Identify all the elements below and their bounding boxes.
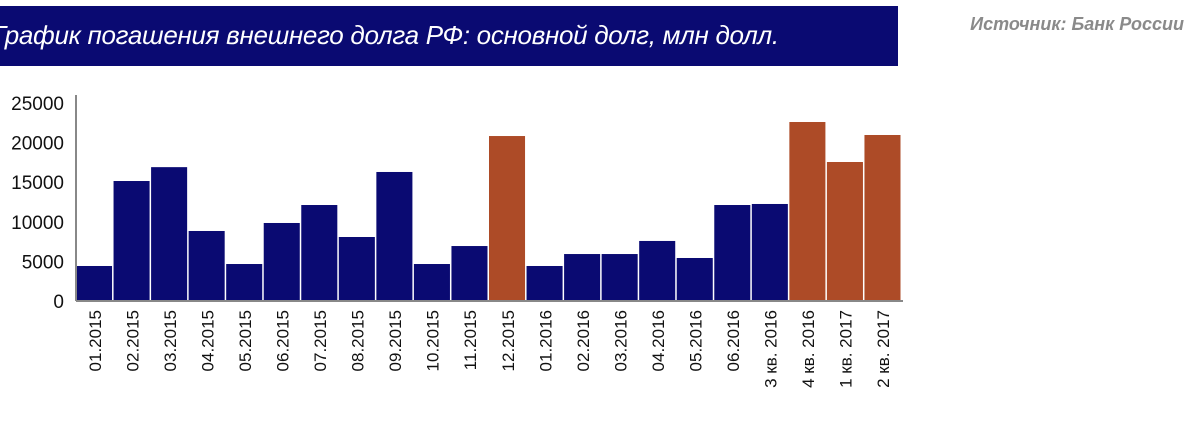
x-tick-label: 06.2015 [274,310,293,371]
bar [751,203,788,301]
x-tick-label: 04.2016 [649,310,668,371]
x-tick-label: 01.2015 [86,310,105,371]
bar [188,230,225,301]
bar [113,181,150,301]
x-tick-label: 11.2015 [461,310,480,370]
bar [338,237,375,301]
bar [151,167,188,301]
bar [714,205,751,301]
bar [789,122,826,302]
x-tick-label: 03.2016 [611,310,630,371]
bar [826,162,863,301]
bar [263,222,300,301]
bar [601,254,638,301]
bar [676,257,713,301]
x-tick-label: 10.2015 [424,310,443,371]
x-tick-label: 04.2015 [198,310,217,371]
x-tick-label: 3 кв. 2016 [762,310,781,388]
x-tick-label: 2 кв. 2017 [874,310,893,388]
x-tick-label: 08.2015 [349,310,368,371]
x-tick-label: 05.2016 [687,310,706,371]
chart-title: График погашения внешнего долга РФ: осно… [0,20,779,50]
x-tick-label: 06.2016 [724,310,743,371]
bar [864,134,901,301]
source-note: Источник: Банк России [970,14,1184,34]
bar [376,171,413,301]
x-tick-label: 1 кв. 2017 [837,310,856,388]
x-tick-label: 03.2015 [161,310,180,371]
y-tick-label: 10000 [11,213,64,234]
bar [226,264,263,301]
bar [451,246,488,301]
chart-title-bar: График погашения внешнего долга РФ: осно… [0,6,898,66]
x-tick-label: 12.2015 [499,310,518,371]
x-tick-label: 02.2016 [574,310,593,371]
bar [639,240,676,301]
bar [413,264,450,301]
x-tick-label: 07.2015 [311,310,330,371]
x-tick-label: 4 кв. 2016 [799,310,818,388]
bar [489,136,526,301]
bar [526,265,563,301]
x-tick-label: 02.2015 [123,310,142,371]
y-tick-label: 25000 [11,94,64,115]
y-tick-label: 15000 [11,173,64,194]
bar [76,265,113,301]
x-tick-label: 05.2015 [236,310,255,371]
x-tick-label: 09.2015 [386,310,405,371]
y-tick-label: 0 [53,292,64,313]
x-tick-label: 01.2016 [536,310,555,371]
y-tick-label: 20000 [11,134,64,155]
y-tick-label: 5000 [22,252,64,273]
bar [564,254,601,301]
bar [301,205,338,301]
